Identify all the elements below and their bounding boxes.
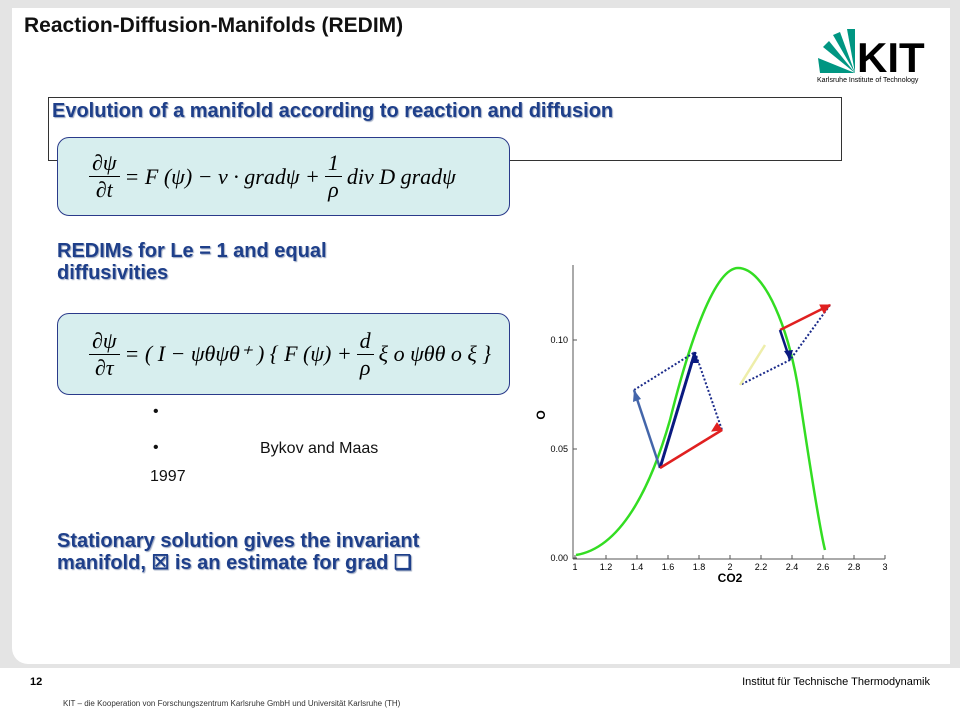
y-tick-label: 0.05 (550, 444, 568, 454)
eq-text: 1 (324, 150, 342, 177)
institute: Institut für Technische Thermodynamik (742, 676, 930, 688)
arrowheads (690, 350, 793, 363)
title: Reaction-Diffusion-Manifolds (REDIM) (24, 14, 404, 37)
y-tick-label: 0.00 (550, 553, 568, 563)
footer-note: KIT – die Kooperation von Forschungszent… (63, 699, 401, 708)
eq-text: ∂τ (94, 354, 114, 380)
eq-text: ∂t (95, 177, 113, 202)
logo-subtitle: Karlsruhe Institute of Technology (817, 77, 919, 84)
x-tick-label: 3 (882, 562, 887, 572)
bullet-text: 1997 (150, 468, 186, 485)
x-tick-label: 2 (727, 562, 732, 572)
eq-text: = F (ψ) − v · gradψ + (124, 163, 320, 189)
conclusion: Stationary solution gives the invariant … (57, 530, 420, 574)
logo-text: KIT (857, 34, 925, 81)
page-number: 12 (30, 676, 43, 688)
eq-text: div D gradψ (346, 163, 456, 189)
x-tick-label: 1.2 (600, 562, 613, 572)
x-label: CO2 (718, 571, 743, 585)
bullet: • (153, 439, 159, 456)
logo: KIT Karlsruhe Institute of Technology (817, 29, 925, 84)
x-tick-label: 2.2 (755, 562, 768, 572)
x-tick-label: 2.6 (817, 562, 830, 572)
eq-text: = ( I − ψθψθ⁺ ) { F (ψ) + (124, 341, 352, 366)
bullet-text: Bykov and Maas (260, 440, 379, 457)
bullet: • (153, 403, 159, 420)
x-tick-label: 2.8 (848, 562, 861, 572)
eq-text: ∂ψ (89, 328, 120, 355)
x-tick-label: 1.4 (631, 562, 644, 572)
eq-text: ∂ψ (89, 150, 120, 177)
y-label: O (534, 410, 548, 419)
logo-mark (818, 29, 855, 73)
x-tick-label: 1.6 (662, 562, 675, 572)
eq-text: ξ o ψθθ o ξ } (378, 341, 492, 366)
eq-text: ρ (359, 354, 371, 380)
eq-text: d (356, 328, 374, 355)
x-tick-label: 1.8 (693, 562, 706, 572)
heading: REDIMs for Le = 1 and equal diffusivitie… (57, 240, 327, 284)
x-tick-label: 2.4 (786, 562, 799, 572)
plot: O CO2 1 1.2 1.4 1.6 1.8 2 2.2 2.4 2.6 2.8 3 0.00 0.0… (534, 265, 888, 585)
eq-text: ρ (328, 177, 339, 202)
y-tick-label: 0.10 (550, 335, 568, 345)
manifold-curve (575, 266, 827, 557)
arrowhead (633, 390, 641, 402)
arrowheads (711, 304, 831, 432)
heading: Evolution of a manifold according to rea… (52, 100, 614, 122)
x-tick-label: 1 (572, 562, 577, 572)
